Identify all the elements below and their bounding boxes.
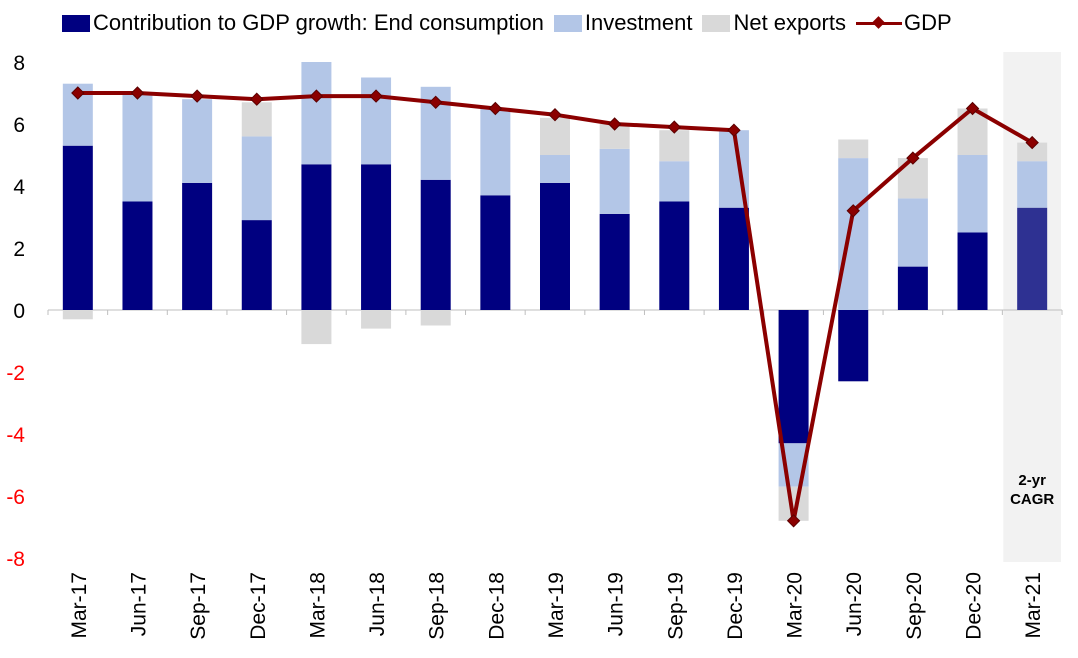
bar-net-exports-mar-21 — [1017, 142, 1048, 162]
bar-net-exports-mar-17 — [62, 310, 93, 320]
bar-contribution-to-gdp-growth-end-consumption-jun-19 — [599, 213, 630, 310]
gdp-marker-jun-17 — [130, 86, 145, 100]
gdp-marker-mar-17 — [71, 86, 85, 100]
bar-investment-mar-19 — [540, 155, 570, 183]
x-tick-label: Jun-20 — [843, 572, 866, 636]
legend-label-investment: Investment — [584, 10, 693, 35]
bar-contribution-to-gdp-growth-end-consumption-mar-19 — [540, 182, 570, 310]
bar-contribution-to-gdp-growth-end-consumption-mar-17 — [62, 145, 93, 310]
legend-item-end-consumption: Contribution to GDP growth: End consumpt… — [62, 10, 544, 36]
y-tick-label: 6 — [13, 114, 25, 137]
gdp-marker-dec-19 — [727, 123, 741, 137]
x-tick-label: Sep-20 — [903, 572, 926, 640]
x-tick-label: Mar-20 — [784, 572, 807, 639]
bar-net-exports-jun-18 — [361, 310, 392, 329]
bar-net-exports-dec-17 — [241, 102, 272, 137]
y-tick-label: -6 — [6, 486, 25, 509]
bar-investment-dec-18 — [480, 108, 511, 196]
gdp-marker-dec-17 — [250, 92, 264, 106]
x-tick-label: Dec-20 — [963, 572, 986, 640]
bar-net-exports-mar-19 — [540, 117, 570, 155]
gdp-marker-mar-18 — [309, 89, 324, 103]
gdp-marker-mar-19 — [548, 107, 562, 122]
bar-contribution-to-gdp-growth-end-consumption-mar-20 — [778, 310, 809, 444]
x-tick-label: Dec-18 — [485, 572, 508, 640]
bar-net-exports-jun-20 — [838, 139, 869, 159]
bar-contribution-to-gdp-growth-end-consumption-dec-20 — [957, 232, 988, 310]
y-tick-label: 8 — [13, 52, 25, 75]
x-tick-label: Mar-19 — [545, 572, 568, 639]
gdp-marker-jun-20 — [846, 204, 860, 218]
bar-contribution-to-gdp-growth-end-consumption-sep-17 — [182, 182, 213, 310]
gdp-marker-sep-19 — [667, 120, 682, 134]
bar-contribution-to-gdp-growth-end-consumption-dec-17 — [241, 220, 272, 310]
bar-investment-mar-21 — [1017, 161, 1048, 208]
legend-swatch-net-exports — [702, 14, 731, 32]
bar-contribution-to-gdp-growth-end-consumption-mar-18 — [301, 164, 332, 310]
x-tick-label: Dec-17 — [247, 572, 270, 640]
legend-label-end-consumption: Contribution to GDP growth: End consumpt… — [93, 10, 544, 35]
gdp-marker-dec-18 — [488, 101, 503, 116]
legend-item-net-exports: Net exports — [702, 10, 846, 36]
bar-contribution-to-gdp-growth-end-consumption-sep-18 — [420, 179, 451, 310]
y-tick-label: 2 — [13, 238, 25, 261]
cagr-annotation-line2: CAGR — [1010, 491, 1054, 508]
bar-investment-sep-19 — [659, 161, 690, 202]
bar-investment-jun-17 — [122, 93, 153, 202]
y-tick-label: 4 — [13, 176, 25, 199]
bar-contribution-to-gdp-growth-end-consumption-mar-21 — [1017, 207, 1048, 310]
x-tick-label: Jun-18 — [366, 572, 389, 636]
bar-contribution-to-gdp-growth-end-consumption-sep-20 — [897, 266, 928, 310]
chart-legend: Contribution to GDP growth: End consumpt… — [62, 8, 962, 38]
gdp-marker-jun-19 — [607, 117, 622, 131]
x-tick-label: Jun-19 — [605, 572, 628, 636]
y-tick-label: -2 — [6, 362, 25, 385]
bar-contribution-to-gdp-growth-end-consumption-jun-17 — [122, 201, 153, 310]
gdp-marker-jun-18 — [369, 89, 383, 103]
bar-contribution-to-gdp-growth-end-consumption-sep-19 — [659, 201, 690, 310]
y-tick-label: -4 — [6, 424, 25, 447]
gdp-marker-mar-21 — [1025, 135, 1039, 150]
bar-investment-dec-17 — [241, 136, 272, 221]
x-tick-label: Mar-17 — [68, 572, 91, 639]
cagr-annotation-line1: 2-yr — [1018, 472, 1046, 489]
bar-investment-dec-20 — [957, 155, 988, 233]
x-tick-label: Sep-19 — [664, 572, 687, 640]
y-tick-label: -8 — [6, 548, 25, 571]
legend-item-gdp: GDP — [855, 10, 952, 36]
legend-swatch-end-consumption — [62, 14, 90, 32]
bar-contribution-to-gdp-growth-end-consumption-jun-20 — [838, 310, 869, 382]
bar-investment-jun-20 — [838, 158, 869, 310]
x-tick-label: Mar-21 — [1022, 572, 1045, 639]
bar-investment-mar-18 — [301, 62, 332, 165]
x-tick-label: Dec-19 — [724, 572, 747, 640]
x-tick-label: Sep-17 — [187, 572, 210, 640]
gdp-marker-sep-18 — [428, 95, 443, 110]
gdp-marker-sep-20 — [906, 151, 920, 165]
legend-swatch-investment — [553, 14, 582, 32]
y-tick-label: 0 — [13, 300, 25, 323]
bar-investment-sep-17 — [182, 99, 213, 183]
bar-investment-sep-20 — [897, 198, 928, 267]
gdp-marker-mar-20 — [786, 514, 801, 528]
x-tick-label: Sep-18 — [426, 572, 449, 640]
gdp-marker-sep-17 — [190, 89, 204, 103]
bar-net-exports-sep-18 — [420, 310, 451, 326]
bar-contribution-to-gdp-growth-end-consumption-dec-18 — [480, 195, 511, 310]
legend-swatch-gdp — [855, 15, 902, 32]
bar-net-exports-sep-19 — [659, 130, 690, 162]
bar-contribution-to-gdp-growth-end-consumption-dec-19 — [718, 207, 749, 310]
bar-net-exports-mar-18 — [301, 310, 332, 345]
x-tick-label: Jun-17 — [127, 572, 150, 636]
x-tick-label: Mar-18 — [306, 572, 329, 639]
bar-investment-jun-19 — [599, 148, 630, 214]
legend-label-gdp: GDP — [903, 10, 952, 35]
gdp-marker-dec-20 — [965, 101, 980, 116]
legend-item-investment: Investment — [553, 10, 693, 36]
bar-contribution-to-gdp-growth-end-consumption-jun-18 — [361, 164, 392, 310]
legend-label-net-exports: Net exports — [733, 10, 846, 35]
